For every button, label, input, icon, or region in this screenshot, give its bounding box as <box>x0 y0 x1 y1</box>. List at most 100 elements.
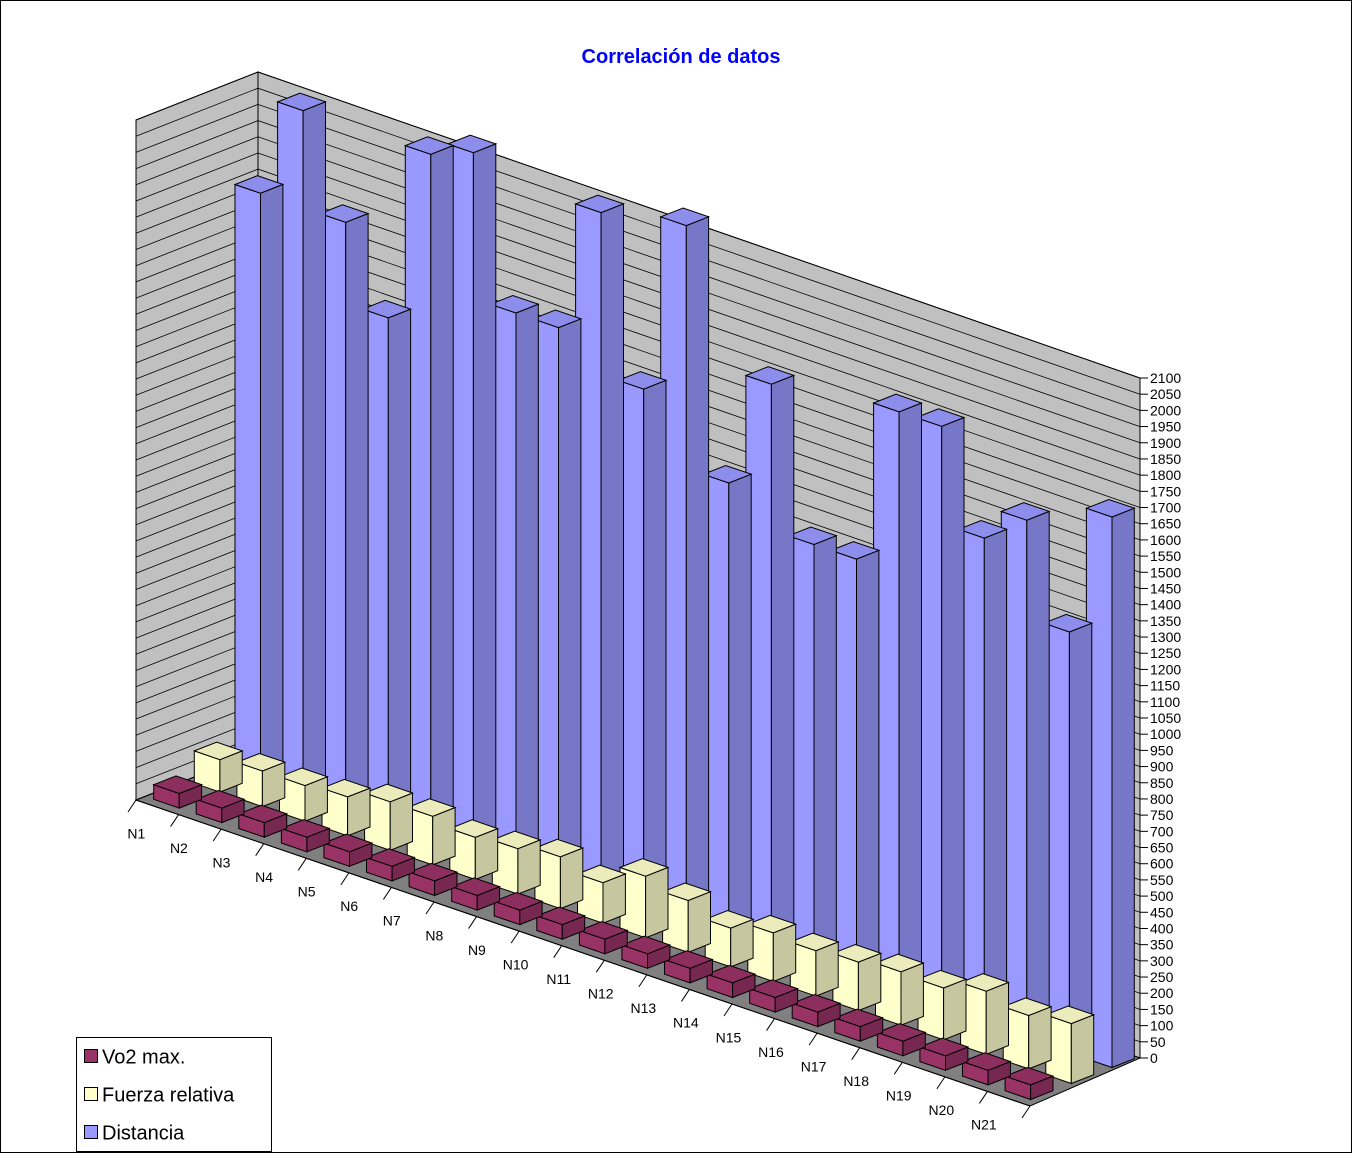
bar-top <box>959 973 1010 992</box>
bar <box>403 136 455 836</box>
bar-top <box>535 906 587 926</box>
bar <box>152 775 204 809</box>
bar-top <box>831 943 883 963</box>
category-label: N12 <box>588 986 614 1002</box>
bar <box>663 950 714 984</box>
bar <box>322 833 374 868</box>
x-tick-mark <box>723 1003 733 1017</box>
bar-side <box>815 941 839 997</box>
y-tick-label: 500 <box>1150 888 1174 904</box>
bar-side <box>728 473 752 938</box>
y-tick-label: 1700 <box>1150 500 1181 516</box>
category-label: N2 <box>170 840 188 856</box>
bar-top <box>235 752 287 772</box>
bar <box>279 819 331 853</box>
x-tick-mark <box>808 1032 818 1046</box>
y-tick-label: 1200 <box>1150 661 1181 677</box>
bar <box>533 838 585 910</box>
category-label: N21 <box>971 1117 997 1133</box>
bar <box>874 953 925 1026</box>
y-tick-label: 750 <box>1150 807 1174 823</box>
bar-top <box>701 464 753 484</box>
y-tick-label: 1050 <box>1150 710 1181 726</box>
y-tick-label: 1750 <box>1150 483 1181 499</box>
category-label: N5 <box>298 884 316 900</box>
bar-side <box>770 374 795 952</box>
category-label: N19 <box>886 1088 912 1104</box>
category-label: N15 <box>716 1029 742 1045</box>
x-tick-mark <box>170 814 179 827</box>
category-label: N13 <box>630 1000 656 1016</box>
x-tick-mark <box>425 901 435 915</box>
bar-top <box>918 1037 970 1057</box>
bar <box>659 207 711 923</box>
bar <box>407 862 459 897</box>
bar <box>833 1008 885 1042</box>
y-tick-label: 1850 <box>1150 451 1181 467</box>
legend-swatch <box>84 1125 98 1139</box>
bar <box>957 519 1009 1025</box>
bar-top <box>450 877 502 897</box>
y-tick-label: 1300 <box>1150 629 1181 645</box>
bar-side <box>985 981 1009 1056</box>
gridline <box>135 87 1141 395</box>
bar-top <box>999 502 1051 521</box>
bar-top <box>1044 1005 1096 1025</box>
bar <box>961 1052 1012 1086</box>
bar <box>577 921 629 955</box>
bar <box>318 204 370 806</box>
gridline <box>135 120 1141 427</box>
bar <box>488 294 540 865</box>
category-label: N8 <box>425 927 443 943</box>
bar-top <box>531 309 583 329</box>
bar-top <box>278 767 329 787</box>
x-tick-mark <box>851 1047 861 1060</box>
bar-side <box>389 792 413 852</box>
bar-top <box>320 778 372 798</box>
y-tick-label: 100 <box>1150 1018 1174 1034</box>
y-tick-label: 250 <box>1150 969 1174 985</box>
category-label: N4 <box>255 869 273 885</box>
bar-top <box>533 838 585 858</box>
y-tick-label: 350 <box>1150 937 1174 953</box>
bar-side <box>432 806 456 866</box>
x-tick-mark <box>553 945 563 958</box>
x-tick-mark <box>936 1076 946 1090</box>
bar-top <box>574 194 625 214</box>
bar-top <box>874 953 925 973</box>
x-tick-mark <box>638 974 648 988</box>
bar <box>872 393 923 996</box>
bar <box>278 767 329 822</box>
bar-side <box>260 183 284 777</box>
bar-top <box>446 134 498 154</box>
bar-top <box>276 92 327 112</box>
bar <box>576 864 627 924</box>
bar-side <box>983 528 1008 1025</box>
bar-side <box>1068 622 1093 1054</box>
x-tick-mark <box>510 930 520 944</box>
bar-side <box>941 416 965 1010</box>
bar-top <box>620 935 672 955</box>
category-label: N18 <box>843 1073 869 1089</box>
bar-side <box>1028 1005 1052 1070</box>
y-tick-label: 550 <box>1150 872 1174 888</box>
bar-top <box>916 969 968 989</box>
y-tick-label: 1250 <box>1150 645 1181 661</box>
bar-top <box>786 526 838 546</box>
bar-side <box>857 952 882 1012</box>
x-tick-mark <box>766 1018 775 1031</box>
bar-top <box>659 207 711 227</box>
y-tick-label: 700 <box>1150 823 1174 839</box>
category-label: N14 <box>673 1015 699 1031</box>
bar <box>448 819 500 881</box>
bar-top <box>237 804 289 824</box>
bar-top <box>705 964 757 984</box>
category-label: N17 <box>801 1058 827 1074</box>
bar <box>237 804 289 838</box>
bar-top <box>1042 613 1094 633</box>
bar <box>999 502 1051 1040</box>
gridline <box>135 71 1141 379</box>
y-tick-label: 300 <box>1150 953 1174 969</box>
bar-top <box>490 830 542 850</box>
bar <box>276 92 327 792</box>
